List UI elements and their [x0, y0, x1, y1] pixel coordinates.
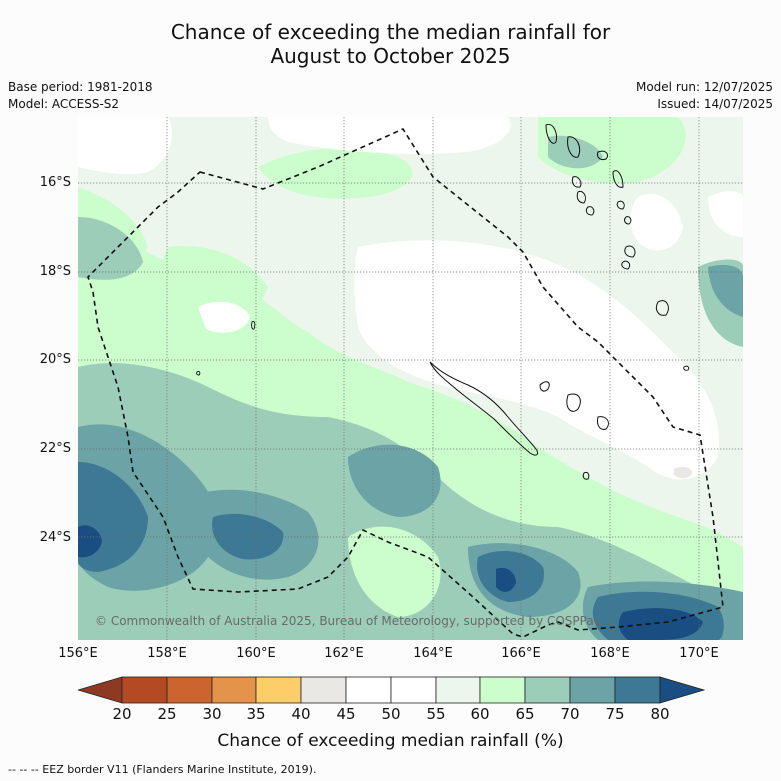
lon-label-164: 164°E [413, 646, 453, 661]
contour-60-65-south-gap [348, 526, 441, 617]
lon-label-168: 168°E [590, 646, 630, 661]
contour-above-80-southeast [618, 608, 703, 640]
lat-label-18: 18°S [39, 264, 71, 279]
lon-label-156: 156°E [58, 646, 98, 661]
cbar-tick-60: 60 [470, 705, 490, 723]
lat-label-22: 22°S [39, 441, 71, 456]
lon-label-158: 158°E [147, 646, 187, 661]
contour-45-55-top-left [78, 117, 172, 175]
model-run: Model run: 12/07/2025 [635, 80, 773, 94]
colorbar-70-75 [569, 676, 616, 704]
colorbar-20-25 [121, 676, 168, 704]
contour-65-70-left-blob [78, 217, 143, 280]
lon-label-166: 166°E [501, 646, 541, 661]
cbar-tick-75: 75 [605, 705, 625, 723]
cbar-tick-55: 55 [426, 705, 446, 723]
vanuatu-islands [545, 123, 669, 316]
issued-date: Issued: 14/07/2025 [657, 97, 773, 111]
cbar-tick-25: 25 [157, 705, 177, 723]
contour-70-75-right [708, 265, 743, 317]
colorbar-25-30 [166, 676, 213, 704]
contour-40-45-blob [674, 466, 692, 479]
copyright-notice: © Commonwealth of Australia 2025, Bureau… [95, 614, 601, 628]
eez-border [87, 127, 724, 638]
lon-label-162: 162°E [324, 646, 364, 661]
rainfall-map [78, 117, 743, 640]
colorbar-label: Chance of exceeding median rainfall (%) [217, 731, 564, 751]
cbar-tick-50: 50 [381, 705, 401, 723]
cbar-tick-40: 40 [291, 705, 311, 723]
isle-of-pines [582, 472, 590, 480]
contour-75-80-mid [212, 513, 284, 560]
colorbar [76, 676, 706, 704]
meta-right: Model run: 12/07/2025 Issued: 14/07/2025 [636, 79, 773, 113]
colorbar-75-80 [614, 676, 661, 704]
contour-45-55-west [198, 301, 250, 333]
title-line-2: August to October 2025 [270, 44, 511, 68]
lat-label-16: 16°S [39, 175, 71, 190]
cbar-tick-80: 80 [650, 705, 670, 723]
cbar-tick-20: 20 [112, 705, 132, 723]
colorbar-above-80 [659, 676, 706, 704]
cbar-tick-65: 65 [515, 705, 535, 723]
lon-label-160: 160°E [236, 646, 276, 661]
small-islets [196, 320, 690, 376]
contour-60-65-mid-left [161, 246, 268, 321]
map-title: Chance of exceeding the median rainfall … [0, 20, 781, 68]
cbar-tick-30: 30 [202, 705, 222, 723]
contour-45-55-central [354, 240, 719, 480]
contour-65-70-top-blob [548, 135, 603, 169]
colorbar-60-65 [479, 676, 526, 704]
colorbar-55-60 [435, 676, 481, 704]
cbar-tick-45: 45 [336, 705, 356, 723]
contour-above-80 [78, 525, 102, 558]
colorbar-45-50 [345, 676, 392, 704]
new-caledonia-grande-terre [429, 361, 539, 456]
colorbar-35-40 [255, 676, 302, 704]
contour-above-80-south [496, 567, 516, 592]
contour-60-65-top [258, 148, 413, 199]
lat-label-20: 20°S [39, 352, 71, 367]
cbar-tick-35: 35 [246, 705, 266, 723]
colorbar-below-20 [76, 676, 123, 704]
cbar-tick-70: 70 [560, 705, 580, 723]
contour-45-55-far-east [708, 191, 743, 237]
contour-70-75-center [348, 444, 441, 517]
colorbar-65-70 [524, 676, 571, 704]
base-period: Base period: 1981-2018 [8, 80, 153, 94]
colorbar-svg [76, 676, 706, 704]
map-svg [78, 117, 743, 640]
graticule [78, 117, 743, 640]
colorbar-40-45 [300, 676, 347, 704]
contour-45-55-east [630, 193, 683, 251]
colorbar-50-55 [390, 676, 437, 704]
title-line-1: Chance of exceeding the median rainfall … [170, 20, 611, 44]
colorbar-30-35 [211, 676, 257, 704]
lat-label-24: 24°S [39, 530, 71, 545]
model-name: Model: ACCESS-S2 [8, 97, 120, 111]
meta-left: Base period: 1981-2018 Model: ACCESS-S2 [8, 79, 153, 113]
loyalty-islands [539, 381, 609, 430]
eez-footnote: -- -- -- EEZ border V11 (Flanders Marine… [8, 763, 317, 776]
lon-label-170: 170°E [679, 646, 719, 661]
